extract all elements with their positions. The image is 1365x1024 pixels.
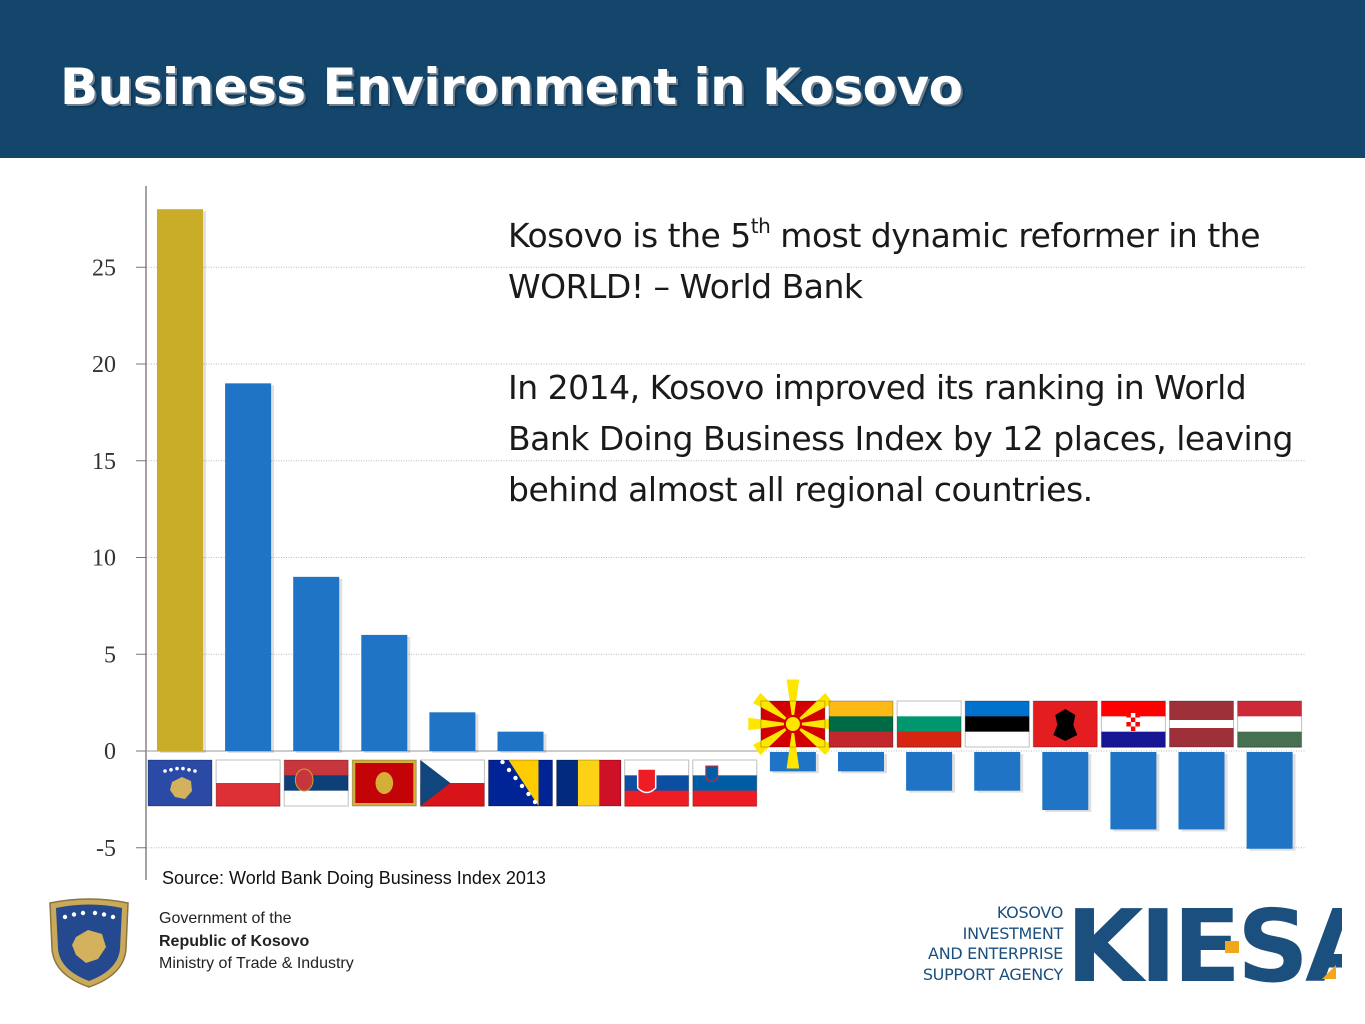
bar-latvia — [1178, 752, 1225, 830]
flag-romania-icon — [556, 759, 622, 807]
flag-macedonia-icon — [748, 679, 838, 769]
flag-kosovo-icon — [147, 759, 213, 807]
flag-latvia-icon — [1169, 700, 1234, 748]
government-label: Government of the Republic of Kosovo Min… — [159, 910, 354, 972]
bar-bosnia-and-herzegovina — [497, 731, 544, 751]
bar-poland — [225, 383, 272, 751]
bar-hungary — [1246, 752, 1293, 849]
kiesa-logo: KIESA — [1066, 903, 1342, 987]
flag-lithuania-icon — [828, 700, 894, 748]
bar-serbia — [293, 576, 340, 751]
bar-kosovo — [157, 209, 203, 751]
bar-bulgaria — [906, 752, 953, 791]
callout-paragraph-2: In 2014, Kosovo improved its ranking in … — [508, 368, 1294, 509]
y-tick-label: 15 — [92, 449, 116, 475]
flag-poland-icon — [215, 759, 281, 807]
flag-serbia-icon — [283, 759, 349, 807]
y-tick-label: -5 — [96, 836, 116, 862]
agency-name: KOSOVO INVESTMENT AND ENTERPRISE SUPPORT… — [922, 903, 1063, 984]
bar-chart: -5 0 5 10 15 20 25 — [92, 186, 1305, 880]
bar-estonia — [974, 752, 1021, 791]
flag-czech-republic-icon — [419, 759, 485, 807]
kosovo-emblem-icon — [49, 898, 129, 988]
y-tick-label: 10 — [92, 546, 116, 572]
flag-estonia-icon — [964, 700, 1030, 748]
bar-lithuania — [838, 752, 884, 772]
logo-accent — [1225, 941, 1239, 953]
logo-corner — [1322, 965, 1336, 979]
flag-croatia-icon — [1100, 700, 1166, 748]
bar-albania — [1042, 752, 1089, 811]
y-tick-label: 25 — [92, 255, 116, 281]
callout-text: Kosovo is the 5th most dynamic reformer … — [508, 210, 1308, 515]
bar-montenegro — [361, 634, 408, 751]
flag-bulgaria-icon — [896, 700, 962, 748]
flag-montenegro-icon — [351, 759, 417, 807]
y-tick-label: 5 — [104, 642, 116, 668]
header-bar: Business Environment in Kosovo — [0, 0, 1365, 158]
flag-bosnia-and-herzegovina-icon — [488, 759, 553, 807]
bar-czech-republic — [429, 712, 476, 751]
page-title: Business Environment in Kosovo — [60, 58, 963, 116]
kiesa-logo-text: KIESA — [1066, 903, 1342, 987]
callout-line-1: Kosovo is the 5th most dynamic reformer … — [508, 214, 1261, 306]
flag-slovakia-icon — [624, 759, 690, 807]
y-tick-label: 0 — [104, 739, 116, 765]
flag-albania-icon — [1032, 700, 1098, 748]
flag-hungary-icon — [1237, 700, 1303, 748]
source-note: Source: World Bank Doing Business Index … — [162, 868, 546, 888]
flag-slovenia-icon — [692, 759, 758, 807]
bar-croatia — [1110, 752, 1157, 830]
y-tick-label: 20 — [92, 352, 116, 378]
